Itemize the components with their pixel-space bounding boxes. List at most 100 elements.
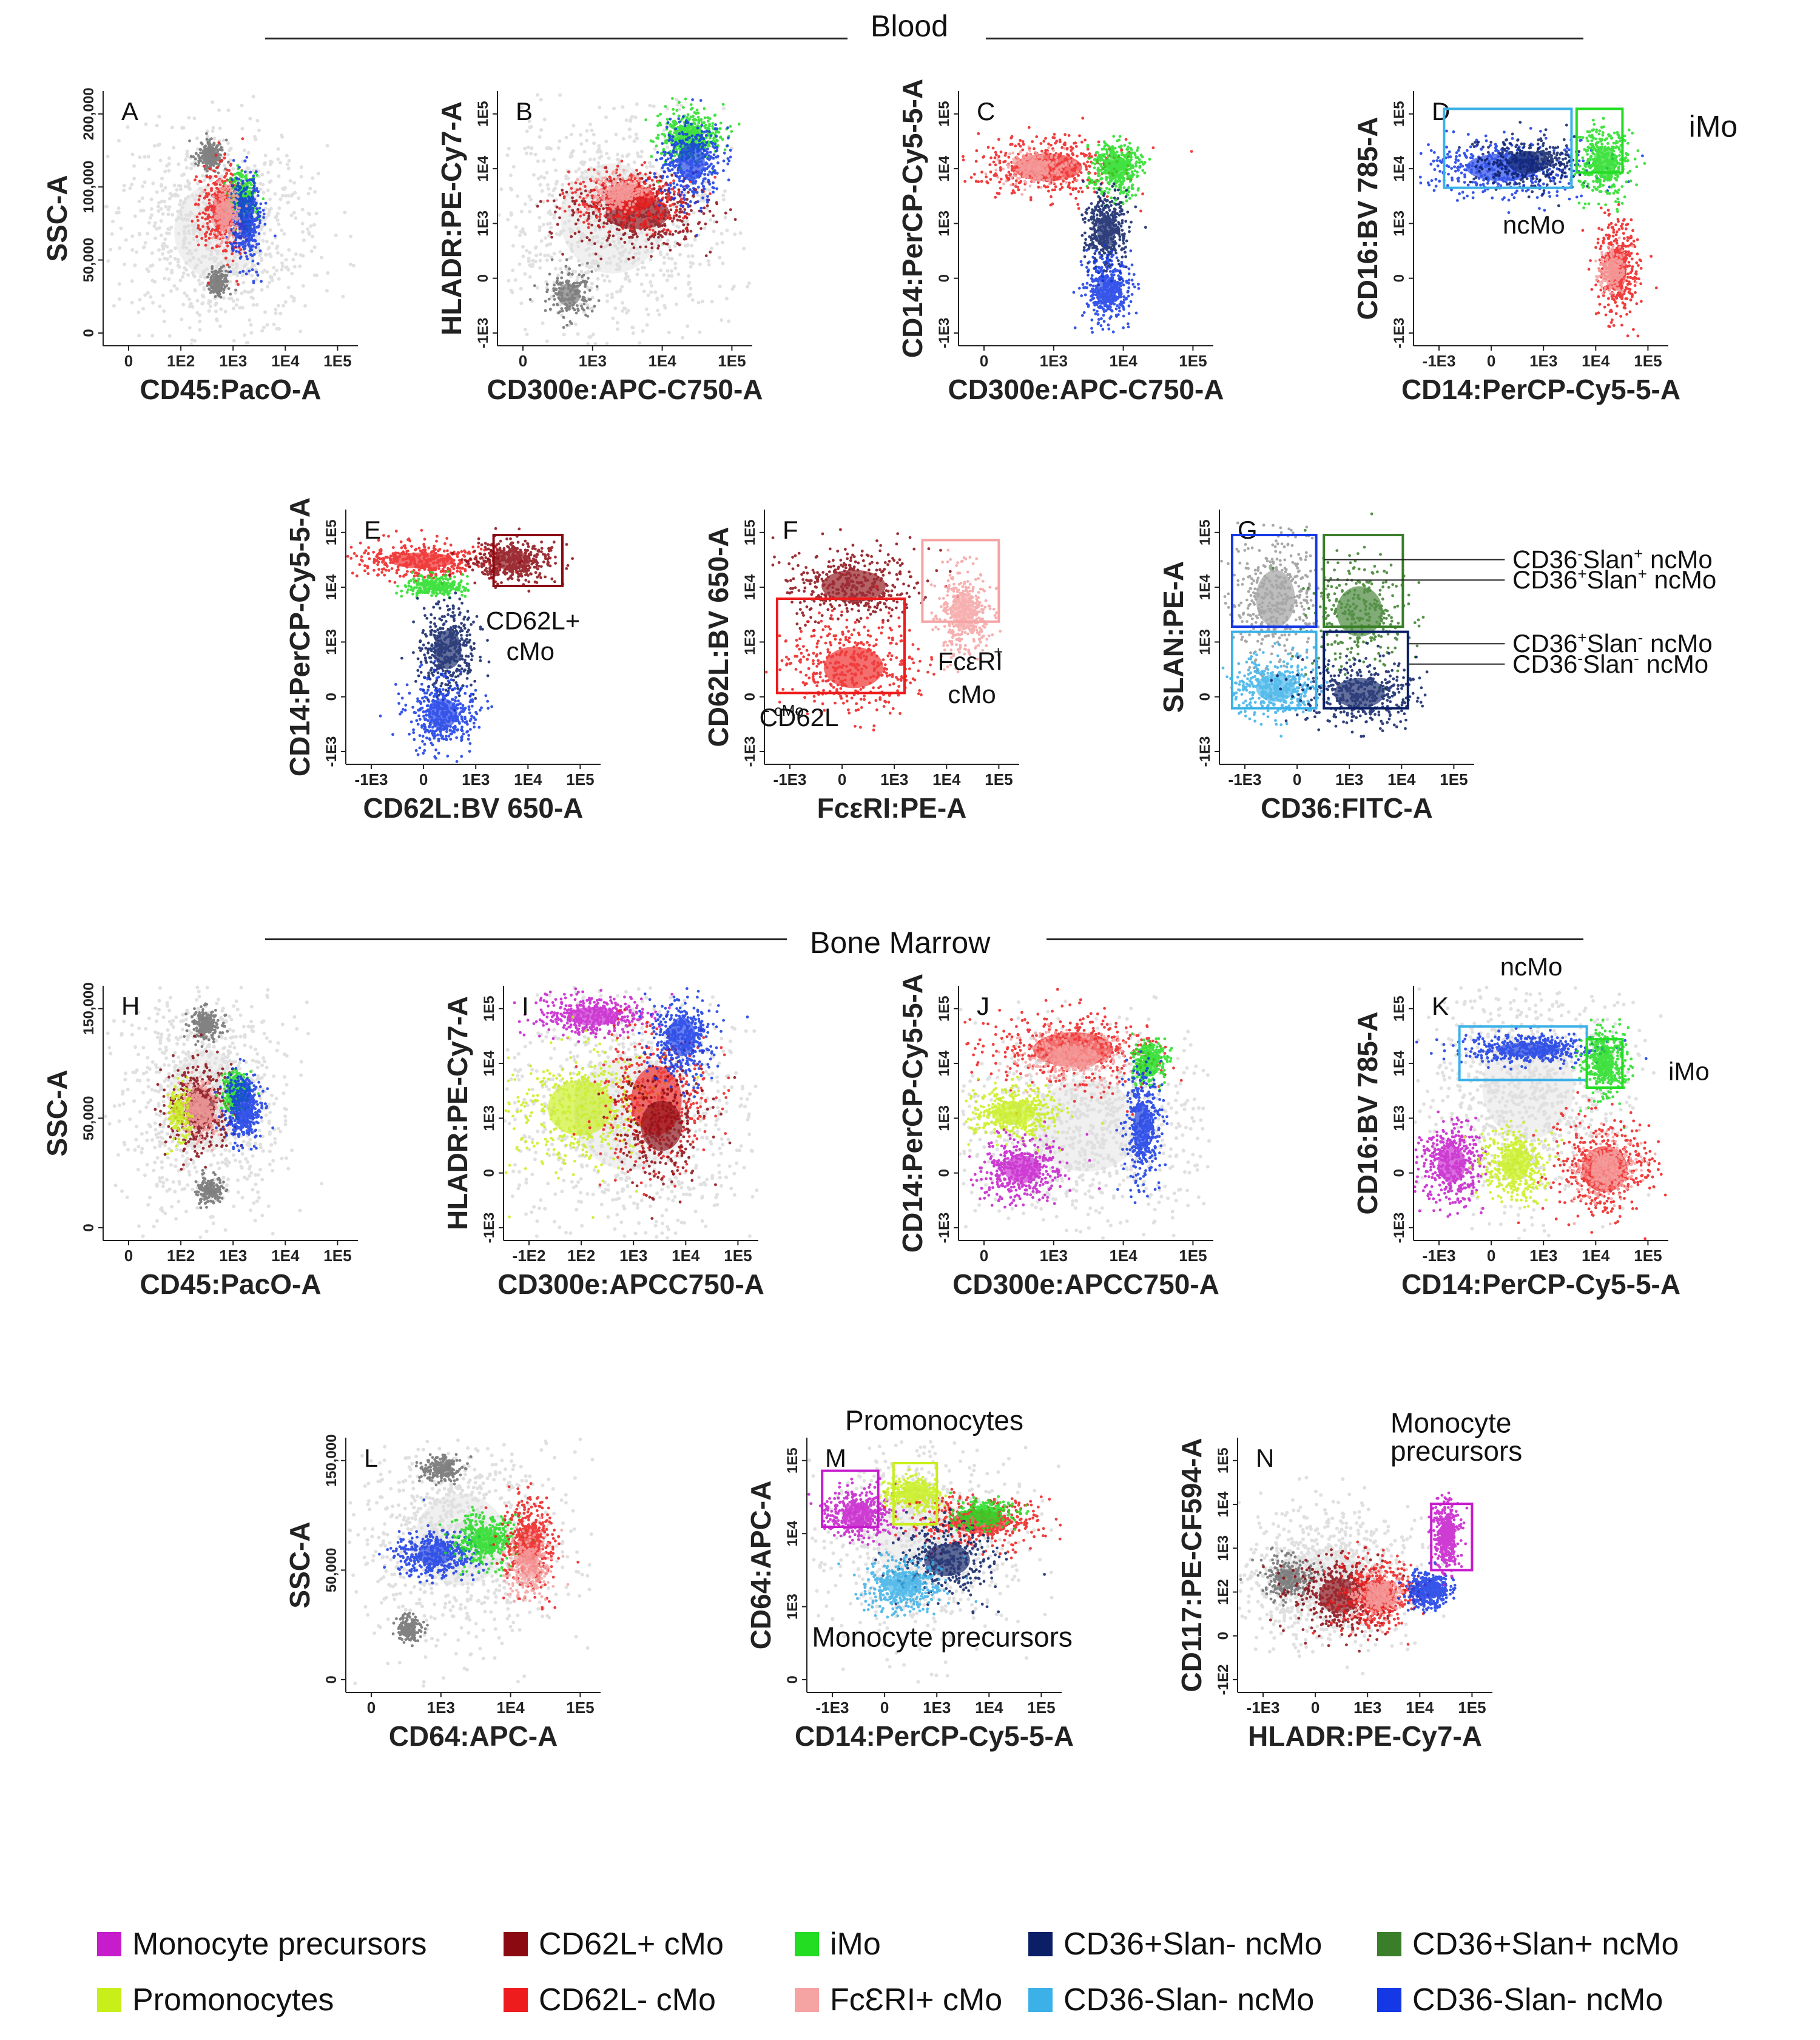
population-cd36-slan-ncmo: [400, 591, 491, 712]
y-tick-label: 1E4: [1197, 574, 1213, 600]
marrow-title: Bone Marrow: [810, 925, 990, 960]
gate-ncmo: [1443, 107, 1573, 189]
x-tick-label: 0: [124, 352, 133, 370]
population-core: [434, 630, 462, 670]
y-tick-label: 0: [1391, 1169, 1407, 1177]
blood-rule-right: [986, 38, 1583, 39]
y-tick-label: 0: [475, 274, 491, 282]
x-tick-label: 0: [419, 770, 428, 789]
population-points: [1220, 512, 1429, 738]
population-core: [1440, 1520, 1452, 1549]
x-tick-label: 1E3: [1040, 352, 1068, 370]
population-core: [1593, 147, 1616, 178]
population-bgd: [194, 1169, 229, 1210]
population-core: [1256, 674, 1295, 702]
x-tick-label: 1E3: [219, 1247, 247, 1265]
x-tick-label: 1E4: [1109, 352, 1138, 370]
x-tick-label: 1E4: [975, 1698, 1003, 1717]
population-cd36-slan-ncmo: [1397, 1561, 1457, 1614]
population-core: [971, 1507, 999, 1521]
y-tick-label: 1E3: [1391, 1105, 1407, 1131]
x-tick-label: -1E3: [1247, 1698, 1280, 1717]
scatter-plot-j: 0 1E3 1E4 1E5 -1E3 0 1E3 1E4 1E5 CD300e:APCC750-A…: [897, 974, 1219, 1300]
population-core: [1277, 1568, 1300, 1587]
panel-letter: F: [783, 516, 798, 544]
x-tick-label: 1E3: [462, 770, 490, 789]
annotation-label: CD36+Slan- ncMo: [1512, 628, 1713, 658]
x-tick-label: 1E3: [1529, 352, 1557, 370]
y-axis-title: SSC-A: [284, 1521, 315, 1608]
population-points: [962, 116, 1193, 334]
legend-swatch: [795, 1988, 819, 2012]
population-core: [417, 1544, 453, 1566]
y-tick-label: -1E3: [936, 1213, 952, 1244]
gate-cd62l-cmo: [492, 534, 564, 587]
panel-letter: N: [1256, 1444, 1274, 1472]
legend-label: Monocyte precursors: [132, 1926, 427, 1962]
y-tick-label: 1E5: [1215, 1447, 1232, 1473]
scatter-plot-g: -1E3 0 1E3 1E4 1E5 -1E3 0 1E3 1E4 1E5 CD36:FITC-A S…: [1158, 510, 1716, 824]
population-promonocytes: [166, 1076, 194, 1156]
population-promonocytes: [878, 1467, 948, 1521]
population-points: [497, 93, 751, 346]
x-tick-label: 1E4: [496, 1698, 525, 1717]
y-axis-title: CD14:PerCP-Cy5-5-A: [284, 497, 315, 776]
population-core: [886, 1574, 921, 1597]
x-tick-label: 1E5: [1634, 1247, 1662, 1265]
y-tick-label: 0: [742, 693, 758, 701]
y-tick-label: 0: [1197, 693, 1213, 701]
x-tick-label: 1E5: [1179, 352, 1207, 370]
population-core: [1502, 1148, 1529, 1180]
y-tick-label: 0: [323, 1675, 340, 1683]
x-tick-label: 1E4: [271, 1247, 300, 1265]
x-axis-title: CD14:PerCP-Cy5-5-A: [1401, 1268, 1680, 1300]
population-core: [641, 1100, 682, 1151]
marrow-rule-left: [265, 938, 787, 940]
y-tick-label: 1E4: [475, 155, 491, 181]
x-tick-label: 1E5: [323, 1247, 351, 1265]
y-tick-label: 1E3: [936, 1105, 952, 1131]
y-tick-label: 0: [81, 329, 97, 337]
x-tick-label: 1E5: [1179, 1247, 1207, 1265]
legend-label: CD62L- cMo: [539, 1982, 716, 2018]
legend-item: CD36+Slan- ncMo: [1028, 1923, 1322, 1965]
y-tick-label: -1E3: [936, 318, 952, 349]
x-tick-label: 1E5: [1027, 1698, 1055, 1717]
legend-item: CD36-Slan- ncMo: [1377, 1979, 1663, 2021]
population-core: [190, 1096, 209, 1120]
y-axis-title: CD64:APC-A: [745, 1481, 777, 1650]
y-tick-label: 0: [936, 274, 952, 282]
annotation-label: - cMo: [764, 701, 804, 719]
panel-k: -1E3 0 1E3 1E4 1E5 -1E3 0 1E3 1E4 1E5 CD14:PerCP-C…: [1352, 952, 1710, 1300]
y-tick-label: 1E3: [1215, 1535, 1232, 1561]
population-cd36-slan-ncmo: [1415, 1026, 1648, 1071]
panel-m: -1E3 0 1E3 1E4 1E5 0 1E3 1E4 1E5 CD14:PerCP-Cy5-5…: [745, 1404, 1074, 1752]
x-axis-title: CD36:FITC-A: [1261, 792, 1433, 824]
x-tick-label: 1E4: [514, 770, 542, 789]
y-tick-label: 0: [323, 693, 340, 701]
y-tick-label: 0: [481, 1169, 497, 1177]
y-tick-label: 0: [1391, 274, 1407, 282]
population-core: [220, 201, 232, 225]
population-fceri-cmo: [929, 548, 1002, 674]
annotation-label: Promonocytes: [845, 1404, 1023, 1436]
y-axis-title: CD62L:BV 650-A: [703, 527, 734, 747]
population-core: [1366, 1586, 1389, 1605]
population-core: [175, 1102, 184, 1125]
population-cd36-slan-ncmo-light-: [1221, 642, 1348, 738]
y-tick-label: -1E3: [481, 1213, 497, 1244]
population-promonocytes: [504, 1015, 699, 1219]
y-tick-label: 1E4: [481, 1050, 497, 1076]
population-fceri-cmo: [202, 179, 248, 247]
y-axis-title: CD16:BV 785-A: [1352, 117, 1383, 320]
population-core: [843, 1503, 873, 1526]
population-cd62l-cmo: [448, 527, 574, 593]
scatter-plot-h: 0 1E2 1E3 1E4 1E5 0 50,000 150,000 CD45:PacO-A SS…: [41, 982, 358, 1300]
population-cd36-slan-ncmo: [377, 1498, 493, 1585]
panel-b: 0 1E3 1E4 1E5 -1E3 0 1E3 1E4 1E5 CD300e:APC-C750-…: [436, 91, 763, 405]
x-tick-label: 1E4: [648, 352, 676, 370]
population-cd36-slan-ncmo: [1272, 512, 1425, 691]
y-axis-title: CD117:PE-CF594-A: [1176, 1438, 1207, 1692]
annotation-label: iMo: [1689, 110, 1738, 144]
population-points: [807, 1439, 1062, 1684]
